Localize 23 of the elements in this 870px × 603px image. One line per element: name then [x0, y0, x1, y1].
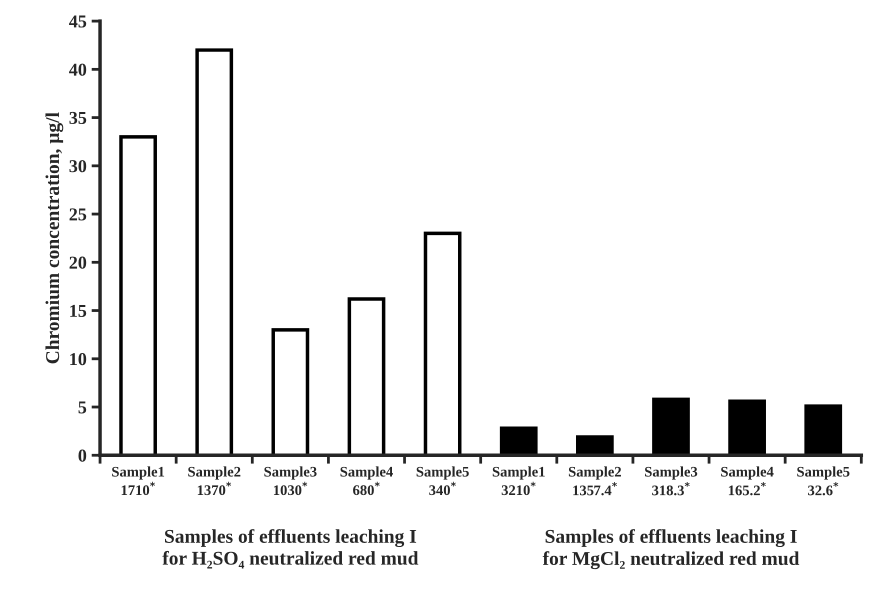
x-tick-label: Sample4 165.2$^{*}$	[721, 466, 774, 496]
y-tick-label: 10	[70, 353, 86, 366]
y-tick-label: 25	[70, 208, 86, 221]
x-tick-label: Sample3 318.3$^{*}$	[645, 466, 698, 496]
y-tick-label: 35	[69, 112, 86, 124]
text: Samples of effluents leaching I for H₂SO₄ neutralized red mud	[162, 529, 418, 568]
x-tick-label: Sample4 680$^{*}$	[340, 466, 393, 496]
y-tick-label: 30	[69, 160, 86, 172]
x-tick-label: Sample1 3210$^{*}$	[492, 466, 545, 496]
y-tick-label: 45	[69, 15, 86, 28]
y-tick-label: 15	[70, 304, 86, 317]
y-tick-label: 20	[70, 256, 86, 269]
x-tick-label: Sample2 1357.4$^{*}$	[568, 466, 621, 496]
x-tick-label: Sample5 340$^{*}$	[416, 466, 469, 496]
y-tick-label: 5	[78, 401, 86, 414]
x-tick-label: Sample2 1370$^{*}$	[188, 466, 240, 496]
y-tick-label: 40	[69, 64, 86, 76]
x-tick-label: Sample5 32.6$^{*}$	[797, 466, 850, 496]
x-tick-label: Sample3 1030$^{*}$	[264, 466, 317, 496]
y-tick-label: 0	[78, 450, 86, 462]
x-tick-label: Sample1 1710$^{*}$	[112, 466, 164, 496]
text: Samples of effluents leaching I for MgCl₂ neutralized red mud	[542, 529, 800, 570]
y-axis-title: Chromium concentration, µg/l	[45, 112, 64, 364]
